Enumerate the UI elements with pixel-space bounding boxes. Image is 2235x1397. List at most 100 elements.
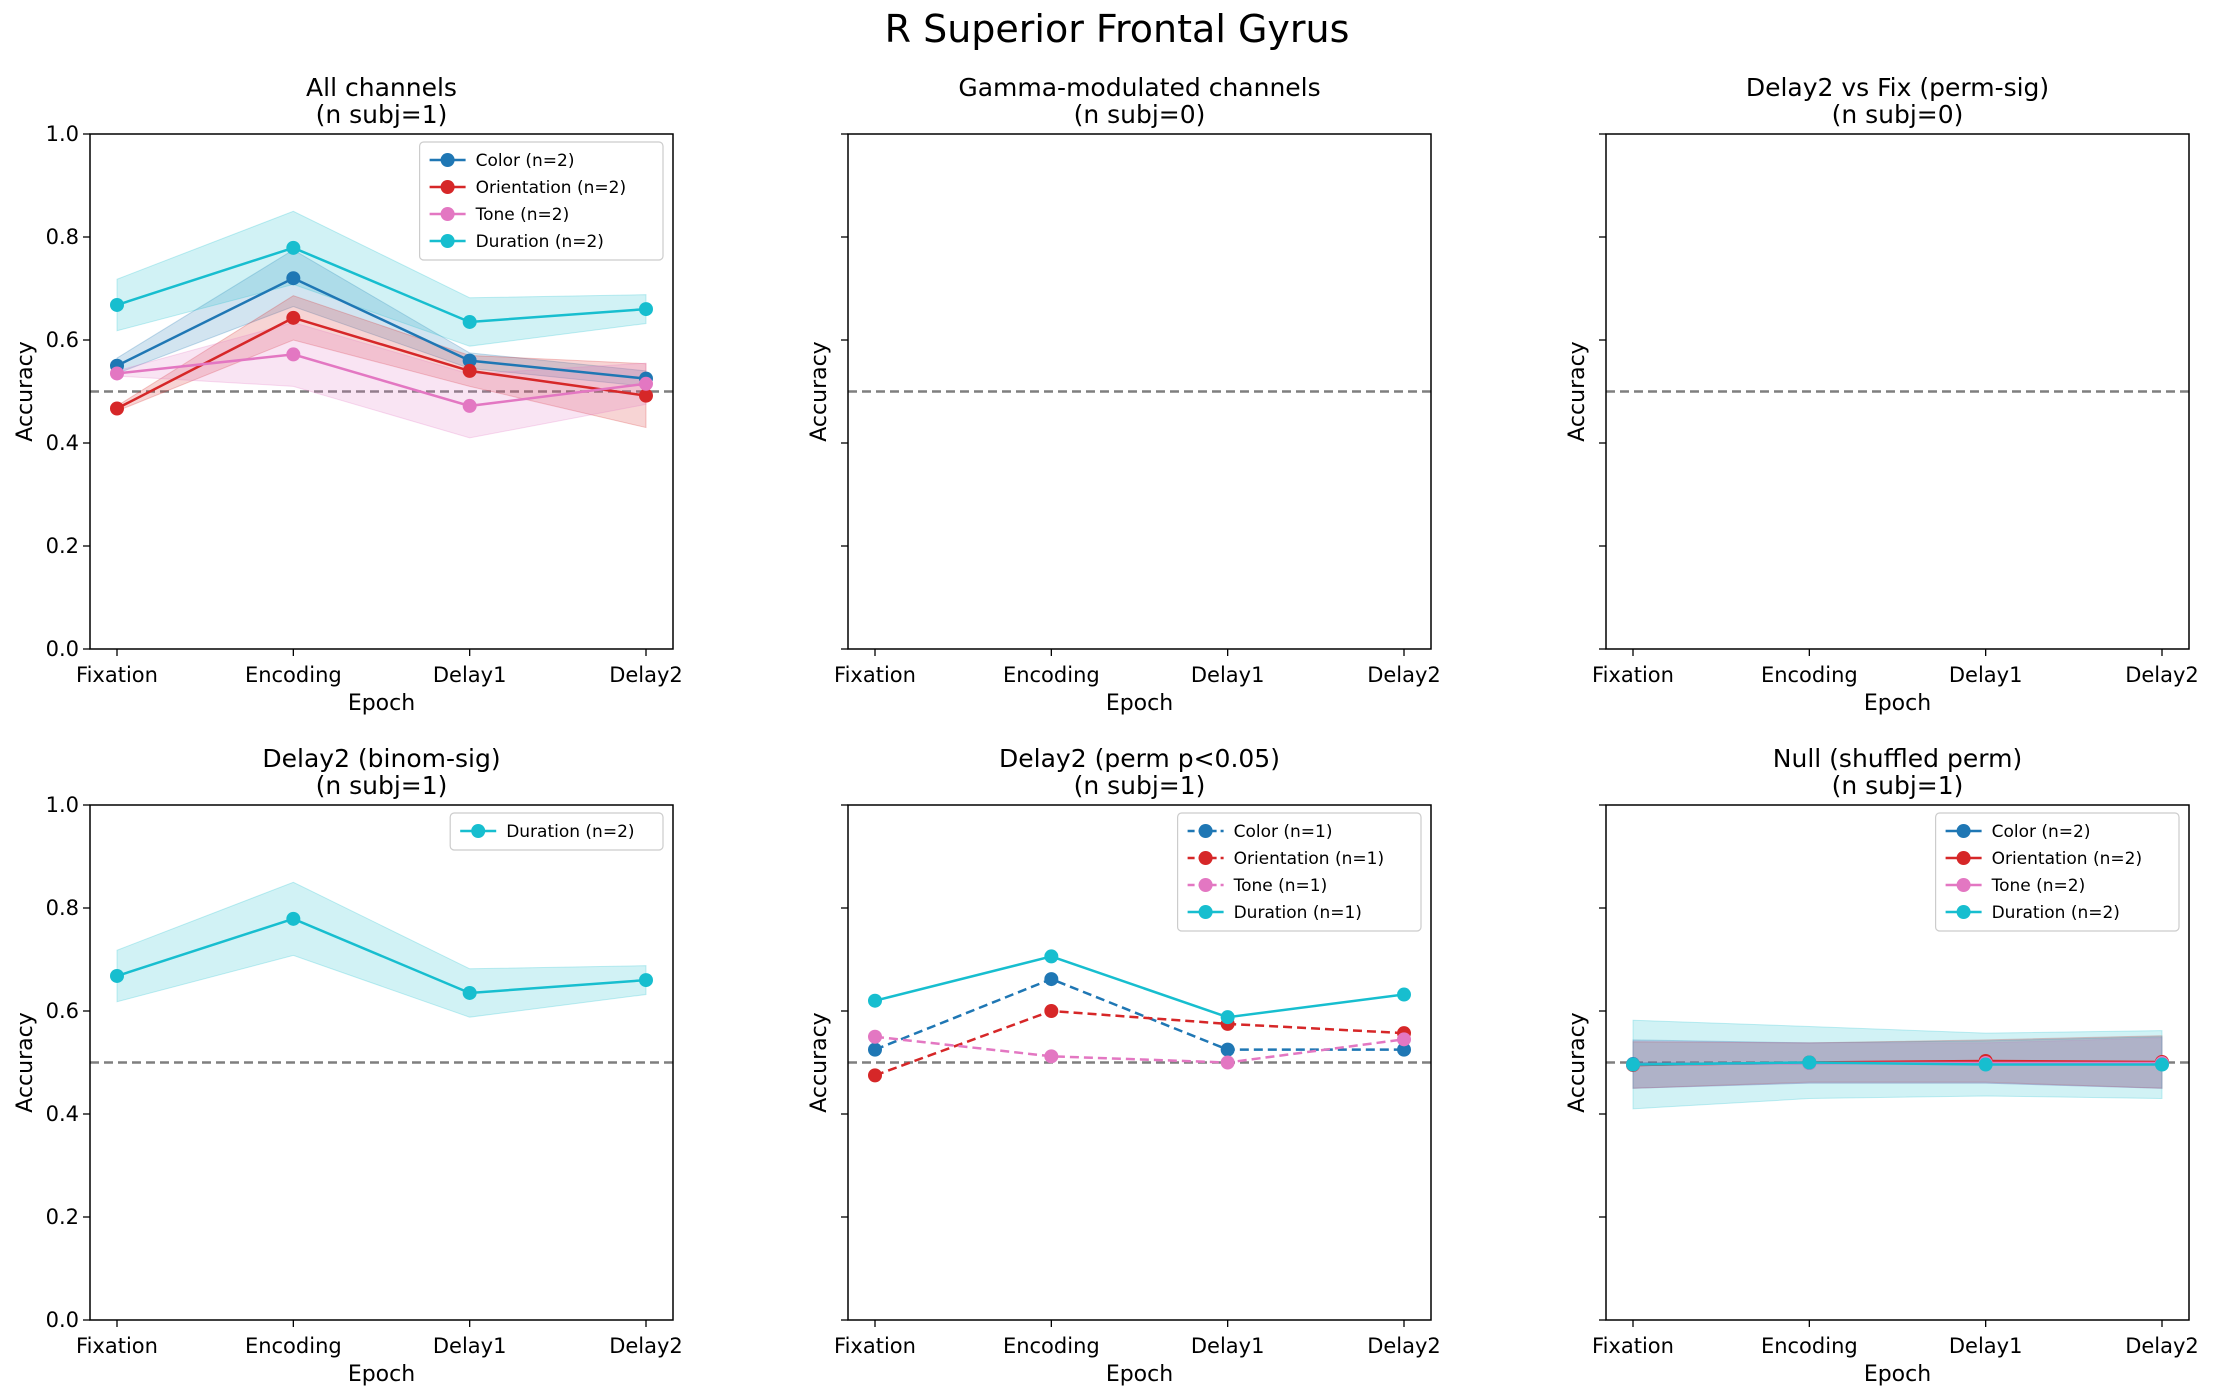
y-tick-label: 0.8 [46, 896, 79, 920]
y-tick-label: 1.0 [46, 122, 79, 146]
legend-marker-color [1956, 824, 1971, 838]
legend-label-orientation: Orientation (n=2) [476, 178, 626, 198]
data-point-tone [868, 1029, 882, 1044]
legend-marker-orientation [1956, 851, 1971, 865]
chart-panel-5: Delay2 (perm p<0.05)(n subj=1) Fixation En… [807, 744, 1441, 1387]
data-point-color [462, 353, 477, 368]
chart-panel-1: All channels(n subj=1) 0.0 0.2 0.4 0.6 0.8 1.0… [13, 73, 683, 716]
chart-panel-2: Gamma-modulated channels(n subj=0) Fixati… [807, 73, 1441, 716]
y-axis-label: Accuracy [1565, 1012, 1590, 1112]
x-axis-label: Epoch [348, 1362, 415, 1387]
x-tick-label: Fixation [1592, 663, 1674, 687]
data-point-orientation [868, 1068, 882, 1083]
panel-title-line: (n subj=0) [1832, 100, 1964, 129]
data-point-duration [462, 314, 477, 329]
x-tick-label: Fixation [1592, 1334, 1674, 1358]
data-point-duration [2155, 1057, 2169, 1072]
panel-title-line: (n subj=1) [316, 771, 448, 800]
legend-marker-orientation [1198, 851, 1213, 865]
x-tick-label: Delay1 [433, 1334, 507, 1358]
series-line-duration [116, 917, 647, 995]
x-tick-label: Delay2 [2125, 1334, 2199, 1358]
legend: Duration (n=2) [449, 812, 664, 851]
series-line-duration [1632, 1061, 2162, 1066]
x-tick-label: Delay1 [433, 663, 507, 687]
legend-marker-color [440, 153, 455, 167]
data-point-duration [286, 911, 301, 926]
axes-frame [847, 804, 1432, 1321]
y-tick-label: 0.4 [46, 431, 79, 455]
legend-marker-tone [1198, 878, 1213, 892]
axes-frame [847, 133, 1432, 650]
x-tick-label: Encoding [1761, 1334, 1858, 1358]
y-axis-label: Accuracy [807, 341, 832, 441]
error-band-orientation [116, 295, 647, 429]
axes-frame [89, 133, 674, 650]
data-point-tone [1397, 1032, 1411, 1047]
data-point-duration [1044, 949, 1059, 964]
legend: Color (n=1) Orientation (n=1) Tone (n=1) Du… [1176, 812, 1422, 932]
legend-frame [1934, 812, 2180, 932]
legend-label-color: Color (n=1) [1234, 822, 1333, 842]
data-point-orientation [462, 363, 477, 378]
legend: Color (n=2) Orientation (n=2) Tone (n=2) Du… [419, 141, 664, 261]
y-axis-label: Accuracy [807, 1012, 832, 1112]
panel-title-line: Delay2 (perm p<0.05) [999, 744, 1280, 773]
data-point-orientation [110, 401, 124, 416]
legend-marker-duration [471, 824, 486, 838]
data-point-orientation [639, 388, 653, 403]
x-tick-label: Fixation [834, 663, 916, 687]
data-point-duration [286, 240, 301, 255]
x-axis-label: Epoch [348, 691, 415, 716]
panel-title-line: (n subj=1) [1074, 771, 1206, 800]
chart-panel-6: Null (shuffled perm)(n subj=1) Fixation En… [1565, 744, 2199, 1387]
legend-label-duration: Duration (n=2) [506, 822, 634, 842]
chart-panel-4: Delay2 (binom-sig)(n subj=1) 0.0 0.2 0.4 0.6… [13, 744, 683, 1387]
x-tick-label: Delay1 [1191, 1334, 1265, 1358]
legend-frame [419, 141, 664, 261]
x-tick-label: Encoding [245, 1334, 342, 1358]
panel-title-line: Delay2 vs Fix (perm-sig) [1746, 73, 2049, 102]
x-tick-label: Encoding [245, 663, 342, 687]
data-point-color [1044, 972, 1059, 987]
data-point-tone [639, 376, 653, 391]
panel-title-line: (n subj=0) [1074, 100, 1206, 129]
panel-title-line: All channels [306, 73, 457, 102]
x-axis-label: Epoch [1106, 1362, 1173, 1387]
series-line-duration [116, 246, 647, 324]
y-tick-label: 0.8 [46, 225, 79, 249]
legend-frame [1176, 812, 1422, 932]
y-tick-label: 0.6 [46, 328, 79, 352]
series-line-tone [116, 353, 647, 408]
legend-label-duration: Duration (n=1) [1234, 903, 1362, 923]
data-point-tone [1044, 1049, 1059, 1064]
axes-frame [1605, 804, 2190, 1321]
data-point-duration [868, 993, 882, 1008]
axes-frame [1605, 133, 2190, 650]
panel-title-line: Null (shuffled perm) [1773, 744, 2022, 773]
data-point-tone [1220, 1055, 1235, 1070]
data-point-color [286, 271, 301, 286]
legend-label-orientation: Orientation (n=2) [1992, 849, 2142, 869]
legend-marker-duration [440, 234, 455, 248]
data-point-duration [462, 985, 477, 1000]
y-tick-label: 0.2 [46, 1205, 79, 1229]
series-line-color [116, 276, 647, 380]
y-tick-label: 1.0 [46, 793, 79, 817]
x-axis-label: Epoch [1864, 691, 1931, 716]
series-line-duration [874, 955, 1405, 1019]
legend-label-color: Color (n=2) [476, 151, 575, 171]
y-axis-label: Accuracy [13, 341, 38, 441]
x-axis-label: Epoch [1864, 1362, 1931, 1387]
data-point-duration [1626, 1057, 1640, 1072]
legend-marker-duration [1198, 905, 1213, 919]
panel-title-line: Gamma-modulated channels [958, 73, 1320, 102]
data-point-tone [110, 366, 124, 381]
figure-title: R Superior Frontal Gyrus [885, 7, 1350, 51]
y-tick-label: 0.0 [46, 637, 79, 661]
x-tick-label: Fixation [76, 663, 158, 687]
data-point-tone [462, 398, 477, 413]
x-tick-label: Delay2 [1367, 663, 1441, 687]
